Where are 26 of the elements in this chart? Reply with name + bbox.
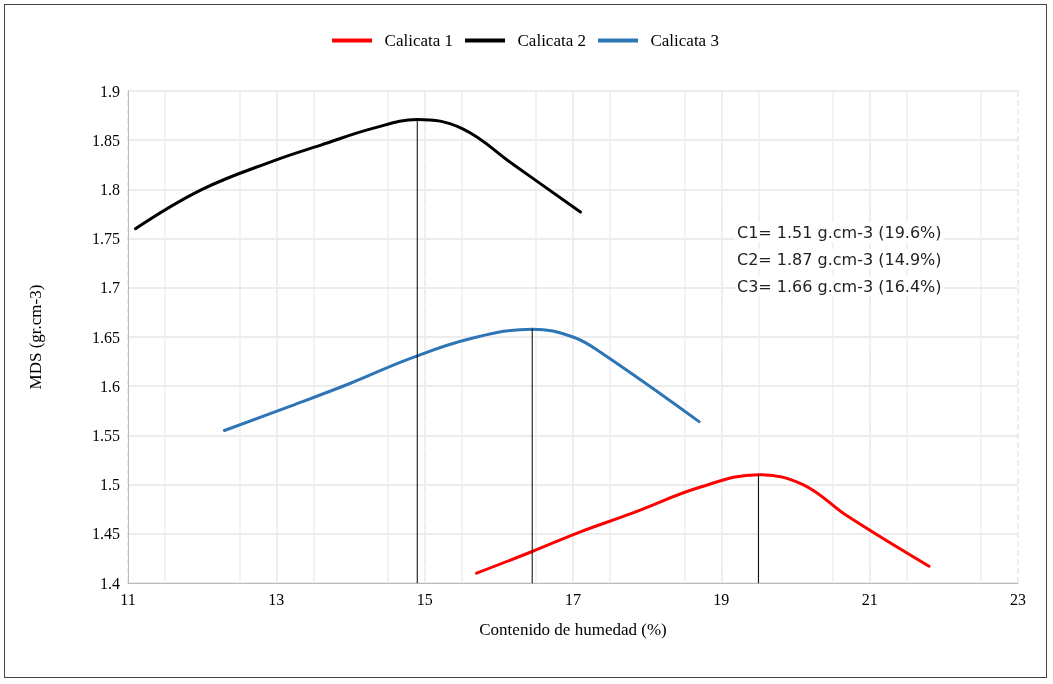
- x-axis-title: Contenido de humedad (%): [479, 620, 667, 639]
- x-tick-label: 17: [565, 590, 581, 608]
- y-tick-label: 1.9: [100, 82, 120, 100]
- x-tick-label: 11: [120, 590, 136, 608]
- y-axis-title: MDS (gr.cm-3): [26, 284, 45, 390]
- x-tick-label: 21: [861, 590, 878, 608]
- y-tick-label: 1.7: [100, 279, 120, 297]
- y-tick-label: 1.65: [92, 328, 120, 346]
- legend-label: Calicata 1: [384, 31, 454, 50]
- y-tick-label: 1.75: [92, 230, 120, 248]
- x-tick-label: 23: [1010, 590, 1026, 608]
- x-tick-label: 13: [268, 590, 285, 608]
- y-tick-label: 1.8: [100, 180, 120, 198]
- y-tick-label: 1.5: [100, 476, 120, 494]
- x-tick-label: 15: [416, 590, 433, 608]
- y-tick-label: 1.45: [92, 525, 120, 543]
- y-tick-label: 1.6: [100, 377, 120, 395]
- y-tick-label: 1.4: [100, 574, 120, 592]
- x-tick-label: 19: [713, 590, 730, 608]
- annotation: C1= 1.51 g.cm-3 (19.6%): [737, 222, 942, 242]
- legend-label: Calicata 3: [650, 31, 719, 50]
- y-tick-label: 1.55: [92, 426, 120, 444]
- y-tick-label: 1.85: [92, 131, 120, 149]
- legend-label: Calicata 2: [517, 31, 586, 50]
- annotation: C2= 1.87 g.cm-3 (14.9%): [737, 249, 942, 269]
- annotation: C3= 1.66 g.cm-3 (16.4%): [737, 276, 942, 296]
